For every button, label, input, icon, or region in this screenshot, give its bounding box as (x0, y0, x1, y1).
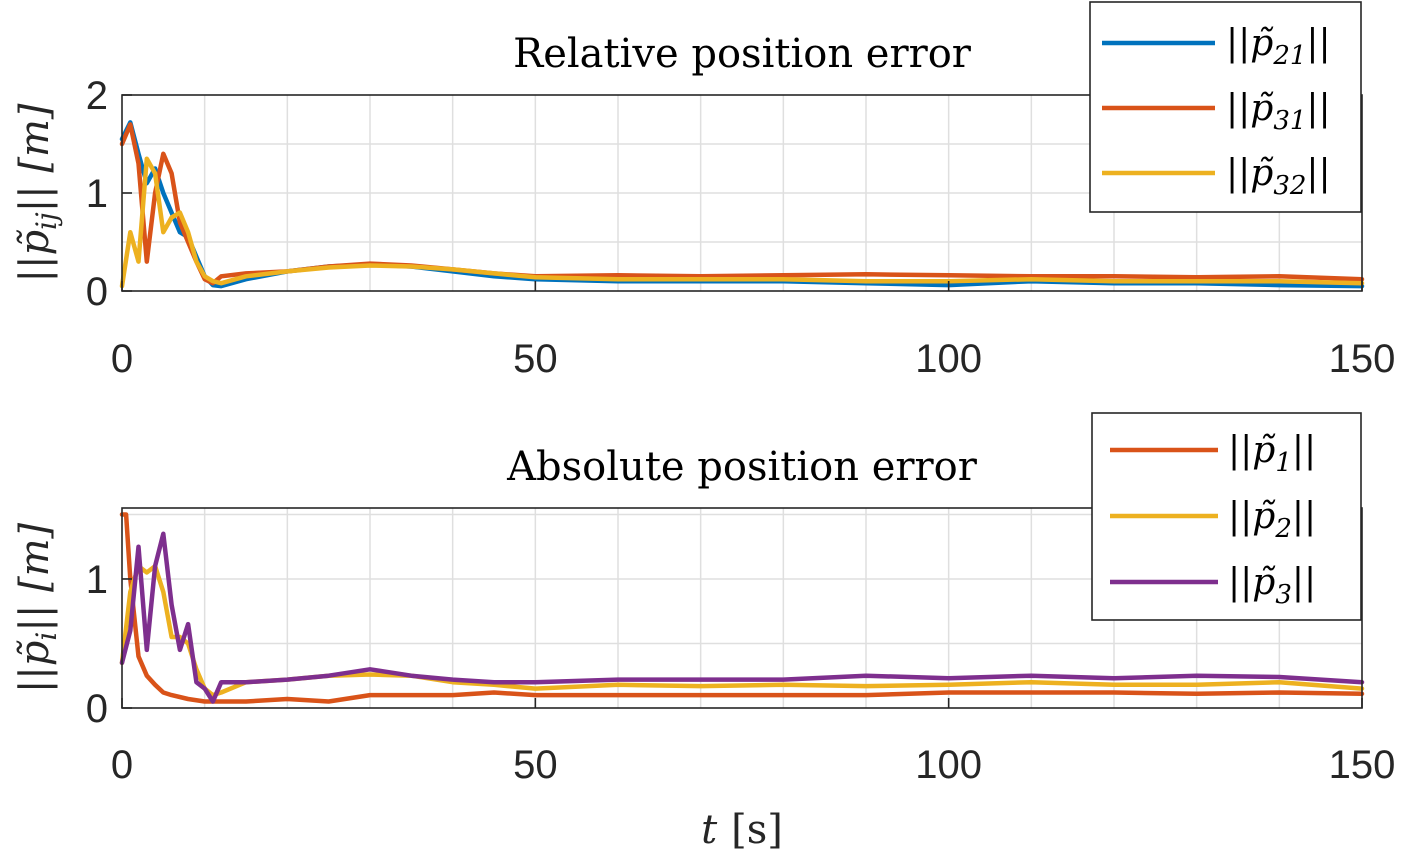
absolute-error-panel: 0 50 100 150 0 1 Absolute position error ||p̃… (12, 412, 1396, 853)
chart-title: Absolute position error (506, 444, 978, 490)
legend-entry-p1: ||p̃1|| (1110, 430, 1316, 478)
y-tick-label: 2 (86, 74, 108, 118)
x-tick-label: 100 (915, 743, 982, 787)
series-line-1 (119, 512, 1365, 704)
tick-labels: 0 50 100 150 0 1 2 (86, 74, 1396, 381)
y-axis-label: ||p̃ij|| [m] (12, 103, 63, 282)
legend-label: ||p̃31|| (1226, 88, 1331, 136)
x-axis-label: t [s] (701, 807, 783, 853)
legend-label: ||p̃21|| (1226, 23, 1331, 71)
tick-labels: 0 50 100 150 0 1 (86, 558, 1396, 787)
series-group (119, 512, 1365, 704)
legend-label: ||p̃3|| (1228, 562, 1316, 610)
x-tick-label: 0 (111, 337, 133, 381)
plot-frame (121, 507, 1363, 709)
x-tick-label: 50 (513, 743, 558, 787)
x-tick-label: 100 (915, 337, 982, 381)
legend-entry-p31: ||p̃31|| (1102, 88, 1331, 136)
legend-entry-p3: ||p̃3|| (1110, 562, 1316, 610)
y-axis-label: ||p̃i|| [m] (12, 522, 63, 693)
legend-label: ||p̃1|| (1228, 430, 1316, 478)
legend-entry-p21: ||p̃21|| (1102, 23, 1331, 71)
legend-entry-p2: ||p̃2|| (1110, 496, 1316, 544)
y-tick-label: 1 (86, 558, 108, 602)
y-tick-label: 0 (86, 270, 108, 314)
series-line-3 (119, 531, 1365, 704)
y-tick-label: 1 (86, 172, 108, 216)
y-tick-label: 0 (86, 687, 108, 731)
chart-title: Relative position error (513, 31, 972, 77)
legend-entry-p32: ||p̃32|| (1102, 153, 1331, 201)
legend-label: ||p̃32|| (1226, 153, 1331, 201)
x-tick-label: 0 (111, 743, 133, 787)
relative-error-panel: 0 50 100 150 0 1 2 Relative position error ||p… (12, 1, 1396, 381)
legend: ||p̃21|| ||p̃31|| ||p̃32|| (1089, 1, 1362, 213)
x-tick-label: 150 (1329, 337, 1396, 381)
x-tick-label: 50 (513, 337, 558, 381)
legend-label: ||p̃2|| (1228, 496, 1316, 544)
legend: ||p̃1|| ||p̃2|| ||p̃3|| (1091, 412, 1362, 621)
x-tick-label: 150 (1329, 743, 1396, 787)
